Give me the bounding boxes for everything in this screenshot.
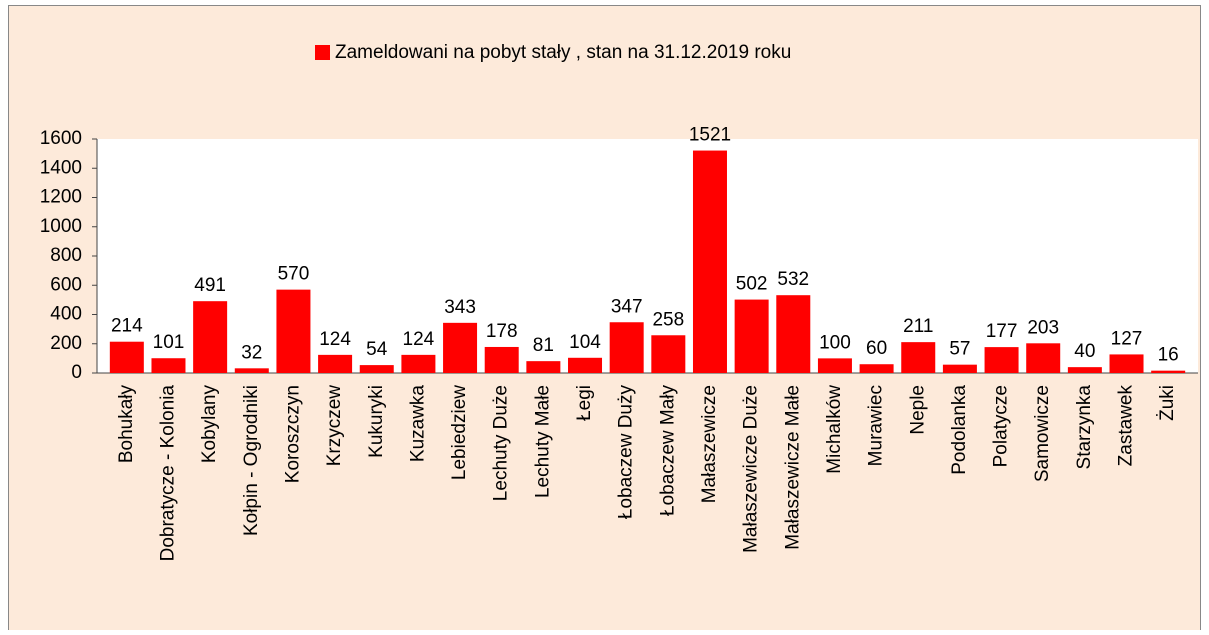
legend-swatch <box>315 45 330 60</box>
value-label: 81 <box>533 335 554 356</box>
value-label: 54 <box>366 339 388 360</box>
bar <box>1109 354 1144 373</box>
y-tick-label: 1400 <box>40 157 82 178</box>
x-tick-label: Żuki <box>1157 385 1178 421</box>
value-label: 16 <box>1158 345 1179 366</box>
bar <box>651 335 686 373</box>
bar <box>193 301 228 373</box>
x-tick-label: Starzynka <box>1074 385 1095 470</box>
x-tick-label: Samowicze <box>1032 385 1053 482</box>
x-tick-label: Kuzawka <box>407 385 428 463</box>
value-label: 491 <box>194 275 226 296</box>
x-tick-label: Lebiedziew <box>449 385 470 480</box>
bar <box>318 354 353 373</box>
value-label: 101 <box>153 332 185 353</box>
bar <box>859 364 894 373</box>
y-tick-label: 1000 <box>40 216 82 237</box>
x-tick-label: Michalków <box>824 385 845 474</box>
value-label: 32 <box>241 342 262 363</box>
value-label: 532 <box>777 269 809 290</box>
value-label: 258 <box>652 309 684 330</box>
x-tick-label: Neple <box>907 385 928 435</box>
x-tick-label: Małaszewicze <box>699 385 720 503</box>
value-label: 214 <box>111 316 143 337</box>
x-tick-label: Polatycze <box>991 385 1012 467</box>
value-label: 211 <box>903 316 933 337</box>
bar <box>1151 370 1186 373</box>
bar <box>109 341 144 373</box>
bar <box>901 342 936 373</box>
bar <box>526 361 561 373</box>
y-tick-label: 200 <box>50 333 82 354</box>
value-label: 177 <box>986 321 1018 342</box>
bar <box>484 346 519 373</box>
bar <box>1026 343 1061 373</box>
x-tick-label: Zastawek <box>1116 385 1137 467</box>
x-tick-label: Podolanka <box>949 385 970 475</box>
y-tick-label: 0 <box>71 362 82 383</box>
bar <box>984 347 1019 373</box>
x-tick-label: Dobratycze - Kolonia <box>157 385 178 562</box>
value-label: 124 <box>403 329 435 350</box>
x-tick-label: Łobaczew Mały <box>657 385 678 516</box>
y-tick-label: 800 <box>50 245 82 266</box>
bar <box>1067 367 1102 373</box>
bar <box>776 295 811 373</box>
x-tick-label: Małaszewicze Duże <box>741 385 762 553</box>
bar <box>734 299 769 373</box>
y-tick-label: 600 <box>50 274 82 295</box>
value-label: 1521 <box>689 125 731 146</box>
value-label: 178 <box>486 321 518 342</box>
y-tick-label: 1200 <box>40 187 82 208</box>
x-tick-label: Krzyczew <box>324 385 345 467</box>
x-tick-label: Koroszczyn <box>282 385 303 483</box>
y-tick-label: 1600 <box>40 128 82 149</box>
value-label: 343 <box>444 297 476 318</box>
bar <box>692 150 727 373</box>
value-label: 502 <box>736 274 768 295</box>
bar <box>942 364 977 373</box>
x-tick-label: Bohukały <box>116 385 137 464</box>
x-tick-label: Kobylany <box>199 385 220 464</box>
value-label: 124 <box>319 329 351 350</box>
y-tick-label: 400 <box>50 304 82 325</box>
bar <box>568 357 603 373</box>
x-tick-label: Małaszewicze Małe <box>782 385 803 550</box>
value-label: 100 <box>819 332 851 353</box>
value-label: 203 <box>1027 317 1059 338</box>
x-tick-label: Łobaczew Duży <box>616 385 637 520</box>
bar <box>359 365 394 373</box>
bar <box>401 354 436 373</box>
value-label: 570 <box>278 264 310 285</box>
x-tick-label: Kukuryki <box>366 385 387 458</box>
value-label: 40 <box>1074 341 1095 362</box>
bar <box>234 368 269 373</box>
legend-label: Zameldowani na pobyt stały , stan na 31.… <box>335 42 791 63</box>
x-tick-label: Lechuty Duże <box>491 385 512 501</box>
x-tick-label: Łegi <box>574 385 595 421</box>
x-tick-label: Kołpin - Ogrodniki <box>241 385 262 536</box>
bar <box>817 358 852 373</box>
x-tick-label: Murawiec <box>866 385 887 466</box>
value-label: 60 <box>866 338 887 359</box>
bar <box>151 358 186 373</box>
value-label: 57 <box>949 339 970 360</box>
bar <box>443 322 478 373</box>
bar <box>276 289 311 373</box>
value-label: 347 <box>611 296 643 317</box>
bar <box>609 322 644 373</box>
value-label: 104 <box>569 332 601 353</box>
value-label: 127 <box>1111 328 1143 349</box>
x-tick-label: Lechuty Małe <box>532 385 553 498</box>
